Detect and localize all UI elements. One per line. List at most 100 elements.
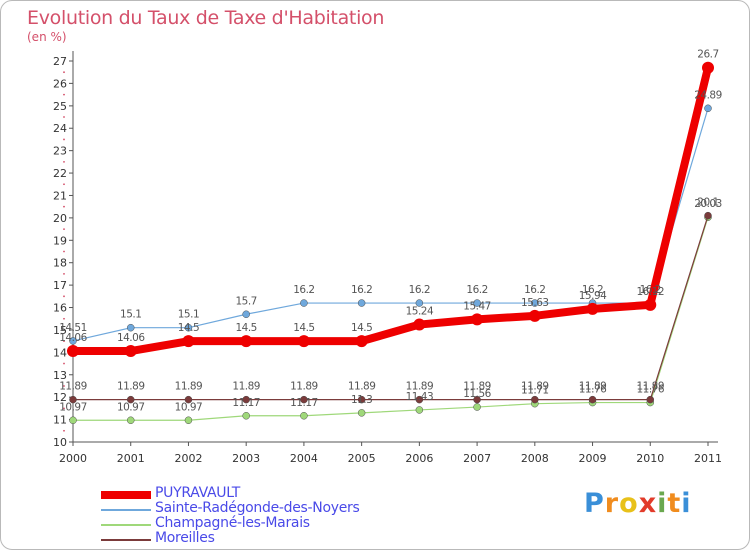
series-point xyxy=(69,416,77,425)
y-minor-dot xyxy=(63,183,65,186)
series-point xyxy=(702,61,714,74)
data-label: 15.7 xyxy=(235,295,256,307)
data-label: 11.89 xyxy=(579,381,607,393)
data-labels: 14.06 14.06 14.5 14.5 14.5 14.5 15.24 15.47 15.6… xyxy=(59,49,722,414)
series-point xyxy=(184,323,193,332)
series-point xyxy=(242,395,250,404)
series-point xyxy=(473,395,481,404)
logo-letter: r xyxy=(604,488,620,519)
y-tick-label: 26 xyxy=(53,77,67,90)
y-minor-dot xyxy=(63,295,65,298)
data-label: 15.1 xyxy=(178,309,199,321)
series-point xyxy=(126,395,135,404)
data-label: 11.76 xyxy=(636,384,664,396)
data-label: 15.1 xyxy=(120,309,141,321)
data-label: 11.17 xyxy=(232,397,260,409)
data-label: 11.76 xyxy=(579,384,607,396)
series-point xyxy=(415,299,424,307)
data-label: 11.89 xyxy=(290,381,318,393)
y-tick-label: 14 xyxy=(53,346,67,359)
y-tick-label: 10 xyxy=(53,436,67,449)
series-point xyxy=(357,409,366,417)
x-tick-label: 2011 xyxy=(694,452,722,465)
data-label: 14.5 xyxy=(351,322,372,334)
data-label: 11.3 xyxy=(351,394,372,406)
series-point xyxy=(415,395,424,404)
y-tick-label: 12 xyxy=(53,391,67,404)
y-tick-label: 23 xyxy=(53,145,67,158)
series-point xyxy=(588,395,597,404)
data-label: 11.89 xyxy=(463,381,491,393)
series-line xyxy=(73,217,709,421)
y-minor-dot xyxy=(63,273,65,275)
legend-label: PUYRAVAULT xyxy=(155,485,241,501)
y-tick-label: 13 xyxy=(53,369,67,382)
data-label: 15.63 xyxy=(521,297,549,309)
proxiti-logo: Proxiti xyxy=(584,488,692,519)
legend-label: Moreilles xyxy=(155,530,215,546)
data-label: 15.47 xyxy=(463,300,491,312)
series-point xyxy=(126,323,135,332)
data-label: 16.2 xyxy=(351,284,372,296)
series-point xyxy=(126,416,135,425)
data-label: 16.2 xyxy=(293,284,314,296)
y-minor-dot xyxy=(63,340,65,343)
data-label: 15.24 xyxy=(406,306,434,318)
y-tick-label: 16 xyxy=(53,302,67,315)
series-point xyxy=(528,309,541,322)
x-tick-label: 2001 xyxy=(117,452,145,465)
series-point xyxy=(586,302,599,315)
x-tick-label: 2003 xyxy=(232,452,260,465)
legend-label: Champagné-les-Marais xyxy=(155,515,310,531)
y-tick-label: 22 xyxy=(53,167,67,180)
data-label: 11.89 xyxy=(636,381,664,393)
series-point xyxy=(69,395,77,404)
data-label: 20.1 xyxy=(697,197,718,209)
series-line xyxy=(72,108,709,342)
data-label: 11.89 xyxy=(175,381,203,393)
logo-letter: i xyxy=(657,488,668,519)
series-point xyxy=(240,335,253,348)
series-point xyxy=(473,299,481,307)
data-label: 11.89 xyxy=(406,381,434,393)
y-minor-dot xyxy=(63,429,65,432)
x-tick-label: 2005 xyxy=(348,452,376,465)
series-point xyxy=(646,395,655,404)
y-minor-dot xyxy=(63,93,65,96)
y-minor-dot xyxy=(63,116,65,118)
series-point xyxy=(242,412,250,420)
series-layer xyxy=(67,61,714,425)
data-label: 11.17 xyxy=(290,397,318,409)
legend-swatch xyxy=(101,524,151,526)
legend-label: Sainte-Radégonde-des-Noyers xyxy=(155,500,360,516)
y-minor-dot xyxy=(63,71,65,74)
y-minor-dot xyxy=(63,250,65,253)
logo-letter: o xyxy=(619,488,639,519)
series-point xyxy=(300,299,308,307)
data-label: 16.2 xyxy=(409,284,430,296)
y-tick-label: 17 xyxy=(53,279,67,292)
series-point xyxy=(471,313,484,326)
x-tick-label: 2004 xyxy=(290,452,318,465)
logo-letter: t xyxy=(667,488,682,519)
data-label: 26.7 xyxy=(697,49,718,61)
y-minor-dot xyxy=(63,205,65,208)
data-label: 14.06 xyxy=(117,332,145,344)
series-line xyxy=(73,66,712,356)
y-tick-label: 18 xyxy=(53,257,67,270)
data-label: 15.94 xyxy=(579,290,607,302)
chart-title: Evolution du Taux de Taxe d'Habitation xyxy=(27,7,385,29)
series-point xyxy=(644,298,657,311)
x-tick-label: 2006 xyxy=(405,452,433,465)
series-point xyxy=(184,416,193,425)
y-minor-dot xyxy=(63,138,65,141)
data-label: 11.43 xyxy=(406,391,434,403)
data-label: 16.12 xyxy=(636,286,664,298)
data-label: 11.89 xyxy=(59,381,87,393)
y-minor-dot xyxy=(63,228,65,230)
series-point xyxy=(184,395,193,404)
series-point xyxy=(67,345,79,358)
data-label: 14.5 xyxy=(293,322,314,334)
series-point xyxy=(413,318,426,331)
x-tick-label: 2008 xyxy=(521,452,549,465)
